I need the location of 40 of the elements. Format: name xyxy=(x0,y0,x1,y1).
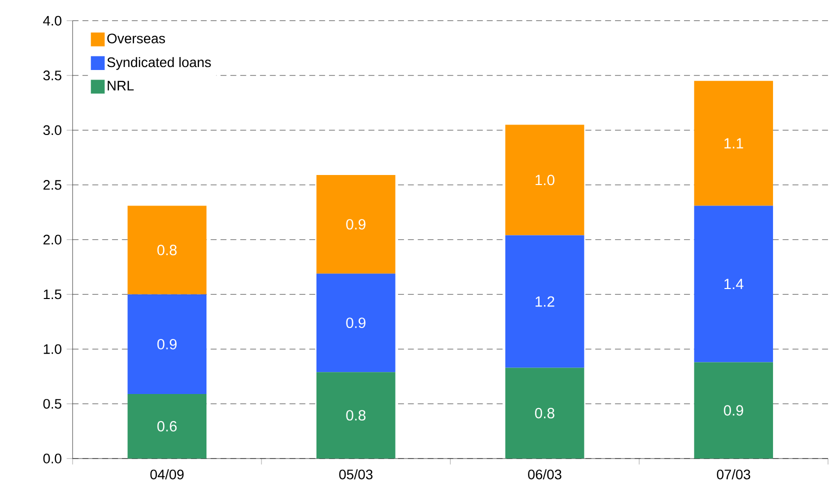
x-tick-label: 06/03 xyxy=(528,469,562,480)
data-label: 1.4 xyxy=(724,278,744,290)
bar xyxy=(505,368,584,459)
y-tick-label: 1.0 xyxy=(44,344,62,354)
data-label: 0.9 xyxy=(346,318,366,328)
y-tick-label: 2.0 xyxy=(43,234,62,245)
bar xyxy=(128,206,206,294)
data-label: 0.8 xyxy=(346,410,366,421)
y-tick-label: 3.5 xyxy=(43,70,62,80)
bar xyxy=(694,206,774,362)
bar xyxy=(505,124,584,236)
y-tick-label: 4.0 xyxy=(43,16,62,26)
x-tick-label: 05/03 xyxy=(339,469,372,480)
y-tick-label: 0.5 xyxy=(43,398,62,409)
data-label: 0.9 xyxy=(157,338,177,350)
y-tick-label: 1.5 xyxy=(44,290,62,300)
data-label: 1.2 xyxy=(536,296,554,307)
bar xyxy=(505,235,584,368)
bar xyxy=(128,294,206,394)
data-label: 0.6 xyxy=(157,421,177,432)
bar xyxy=(316,175,396,274)
y-tick-label: 2.5 xyxy=(43,180,62,190)
y-tick-label: 0.0 xyxy=(43,454,62,464)
y-tick-label: 3.0 xyxy=(43,125,62,136)
data-label: 0.9 xyxy=(346,219,366,230)
bar xyxy=(316,372,396,459)
x-tick-label: 04/09 xyxy=(150,469,184,480)
bar xyxy=(316,274,396,372)
data-label: 0.8 xyxy=(157,244,177,256)
data-label: 1.0 xyxy=(536,174,554,186)
data-label: 0.9 xyxy=(724,405,744,416)
x-tick-label: 07/03 xyxy=(716,469,750,480)
data-label: 1.1 xyxy=(724,138,744,148)
bar xyxy=(694,80,774,206)
bar xyxy=(128,394,206,459)
data-label: 0.8 xyxy=(535,408,554,418)
bar xyxy=(694,362,774,459)
legend-label: NRL xyxy=(108,80,134,90)
legend-label: Overseas xyxy=(107,34,165,44)
legend-label: Syndicated loans xyxy=(107,57,211,70)
